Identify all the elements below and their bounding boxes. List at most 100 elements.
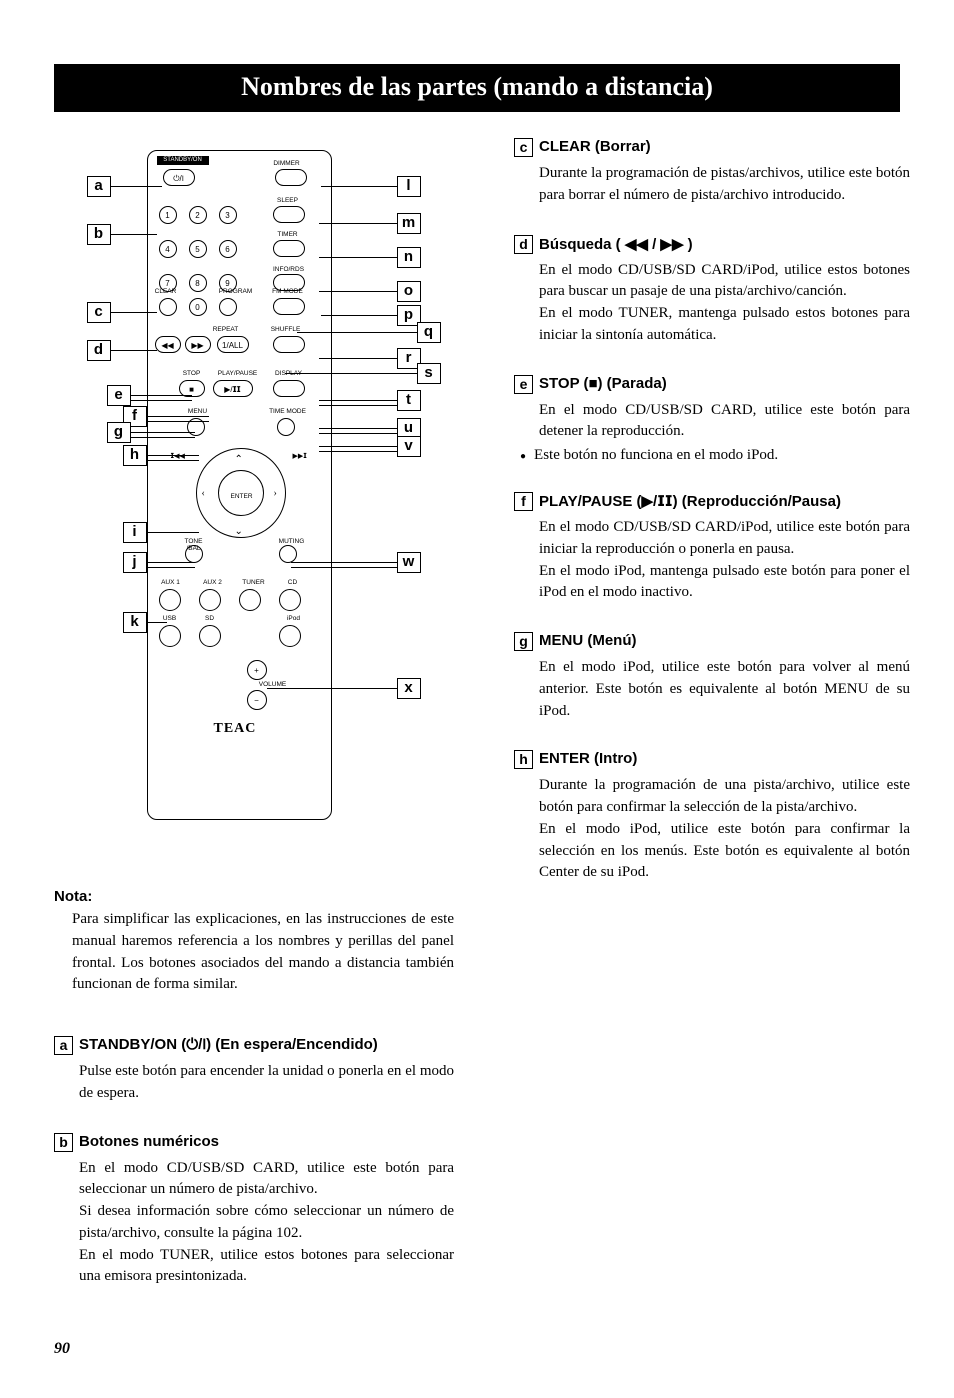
lead-line (147, 562, 195, 563)
item-box-letter: d (514, 235, 533, 254)
item-head-text: MENU (Menú) (539, 632, 637, 649)
callout-c: c (87, 302, 111, 323)
lead-line (319, 257, 397, 258)
item-heading: dBúsqueda ( ◀◀ / ▶▶ ) (514, 235, 910, 254)
remote-label: MUTING (275, 538, 309, 545)
nav-down-icon: ⌄ (235, 526, 243, 537)
remote-label: TEAC (214, 721, 257, 737)
remote-button: 9 (219, 274, 237, 292)
lead-line (147, 622, 167, 623)
bullet-text: Este botón no funciona en el modo iPod. (534, 447, 778, 464)
remote-button: ▶▶ (185, 336, 211, 353)
remote-label: REPEAT (209, 326, 243, 333)
remote-label: STANDBY/ON (157, 156, 209, 165)
remote-button (277, 418, 295, 436)
item-head-text: Botones numéricos (79, 1133, 219, 1150)
callout-j: j (123, 552, 147, 573)
item-box-letter: c (514, 138, 533, 157)
page-title: Nombres de las partes (mando a distancia… (54, 72, 900, 102)
lead-line (111, 350, 157, 351)
remote-button: ▶/𝗜𝗜 (213, 380, 253, 397)
remote-button: 8 (189, 274, 207, 292)
item-body-text: En el modo CD/USB/SD CARD, utilice este … (79, 1158, 454, 1202)
item-f: fPLAY/PAUSE (▶/𝗜𝗜) (Reproducción/Pausa) E… (514, 492, 910, 604)
lead-line (267, 688, 397, 689)
item-heading: h ENTER (Intro) (514, 750, 910, 769)
remote-button: − (247, 690, 267, 710)
remote-button (273, 336, 305, 353)
remote-button (273, 298, 305, 315)
remote-button (279, 625, 301, 647)
volume-divider (215, 656, 243, 716)
lead-line (319, 428, 397, 429)
nota-body: Para simplificar las explicaciones, en l… (72, 909, 454, 996)
nota-heading: Nota: (54, 888, 454, 905)
page-number: 90 (54, 1340, 900, 1358)
remote-label: DISPLAY (271, 370, 307, 377)
remote-button (159, 298, 177, 316)
callout-l: l (397, 176, 421, 197)
left-column: ⌃ ⌄ ‹ › 𝗜◀◀ ▶▶𝗜 abcdefghijklmnopqrstuvwx… (54, 138, 454, 1316)
remote-label: SHUFFLE (267, 326, 305, 333)
callout-g: g (107, 422, 131, 443)
lead-line (319, 400, 397, 401)
lead-line (319, 446, 397, 447)
item-head-text: ENTER (Intro) (539, 750, 637, 767)
item-body-text: Durante la programación de una pista/arc… (539, 775, 910, 819)
remote-button (273, 274, 305, 291)
lead-line (111, 234, 157, 235)
item-head-text: PLAY/PAUSE (▶/𝗜𝗜) (Reproducción/Pausa) (539, 492, 841, 510)
remote-button (199, 589, 221, 611)
remote-button: 7 (159, 274, 177, 292)
callout-a: a (87, 176, 111, 197)
item-h: h ENTER (Intro) Durante la programación de… (514, 750, 910, 884)
callout-i: i (123, 522, 147, 543)
remote-label: PLAY/PAUSE (213, 370, 263, 377)
remote-button: 6 (219, 240, 237, 258)
remote-button (279, 545, 297, 563)
item-b: bBotones numéricosEn el modo CD/USB/SD C… (54, 1133, 454, 1289)
callout-s: s (417, 363, 441, 384)
remote-label: TUNER (239, 579, 269, 586)
item-d: dBúsqueda ( ◀◀ / ▶▶ ) En el modo CD/USB/S… (514, 235, 910, 347)
item-body-text: En el modo CD/USB/SD CARD/iPod, utilice … (539, 517, 910, 561)
remote-button: 5 (189, 240, 207, 258)
item-e: eSTOP (■) (Parada)En el modo CD/USB/SD C… (514, 375, 910, 465)
item-body-text: En el modo TUNER, utilice estos botones … (79, 1245, 454, 1289)
remote-label: VOLUME (255, 681, 291, 688)
item-body-text: En el modo CD/USB/SD CARD/iPod, utilice … (539, 260, 910, 304)
remote-button (273, 380, 305, 397)
lead-line (319, 291, 397, 292)
item-body-text: Pulse este botón para encender la unidad… (79, 1061, 454, 1105)
remote-label: iPod (283, 615, 305, 622)
remote-label: ENTER (227, 493, 257, 500)
item-a: aSTANDBY/ON (⏻/𝖨) (En espera/Encendido)P… (54, 1036, 454, 1105)
remote-label: AUX 2 (199, 579, 227, 586)
item-heading: cCLEAR (Borrar) (514, 138, 910, 157)
callout-n: n (397, 247, 421, 268)
item-box-letter: h (514, 750, 533, 769)
remote-label: MENU (183, 408, 213, 415)
remote-button: ■ (179, 380, 205, 397)
item-head-text: STANDBY/ON (⏻/𝖨) (En espera/Encendido) (79, 1036, 378, 1053)
item-heading: fPLAY/PAUSE (▶/𝗜𝗜) (Reproducción/Pausa) (514, 492, 910, 511)
remote-button (159, 589, 181, 611)
next-track-icon: ▶▶𝗜 (293, 452, 307, 460)
remote-label: USB (159, 615, 181, 622)
callout-x: x (397, 678, 421, 699)
remote-label: STOP (179, 370, 205, 377)
prev-track-icon: 𝗜◀◀ (171, 452, 185, 460)
item-bullet: ●Este botón no funciona en el modo iPod. (520, 447, 910, 464)
callout-e: e (107, 385, 131, 406)
item-body-text: En el modo TUNER, mantenga pulsado estos… (539, 303, 910, 347)
remote-button: + (247, 660, 267, 680)
remote-button: 0 (189, 298, 207, 316)
lead-line (321, 186, 397, 187)
callout-m: m (397, 213, 421, 234)
remote-button (273, 240, 305, 257)
lead-line (147, 455, 199, 456)
remote-button (219, 298, 237, 316)
callout-v: v (397, 436, 421, 457)
callout-q: q (417, 322, 441, 343)
item-body-text: Si desea información sobre cómo seleccio… (79, 1201, 454, 1245)
